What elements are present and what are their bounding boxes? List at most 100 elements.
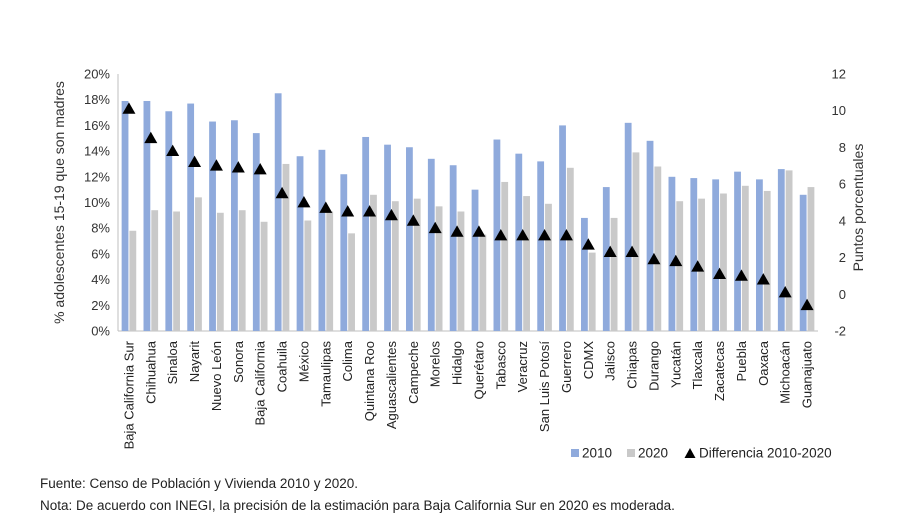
bar-2020 bbox=[610, 217, 618, 331]
bar-2010 bbox=[340, 174, 348, 331]
difference-marker bbox=[297, 196, 311, 208]
category-label: Hidalgo bbox=[450, 341, 465, 385]
category-label: San Luis Potosí bbox=[537, 341, 552, 432]
difference-marker bbox=[516, 229, 530, 241]
legend-label-difference: Differencia 2010-2020 bbox=[699, 446, 832, 461]
difference-marker bbox=[494, 229, 508, 241]
category-label: Durango bbox=[646, 341, 661, 391]
bar-2010 bbox=[777, 169, 785, 331]
left-tick-label: 16% bbox=[84, 118, 110, 133]
legend-label-2020: 2020 bbox=[638, 446, 668, 461]
bar-2010 bbox=[187, 103, 195, 332]
category-label: CDMX bbox=[581, 341, 596, 380]
difference-marker bbox=[122, 102, 136, 114]
bar-2020 bbox=[348, 233, 355, 331]
bar-2010 bbox=[799, 194, 807, 331]
category-label: Quintana Roo bbox=[362, 341, 377, 421]
difference-marker bbox=[800, 298, 814, 311]
bar-2020 bbox=[370, 194, 377, 331]
left-tick-label: 14% bbox=[84, 144, 110, 159]
category-label: Aguascalientes bbox=[384, 341, 399, 430]
difference-marker bbox=[756, 273, 770, 285]
category-label: Veracruz bbox=[515, 341, 530, 392]
category-label: Zacatecas bbox=[712, 341, 727, 401]
category-label: Guerrero bbox=[559, 341, 574, 393]
category-label: Michoacán bbox=[778, 341, 793, 404]
difference-marker bbox=[188, 155, 202, 167]
category-label: Jalisco bbox=[603, 341, 618, 381]
bar-2010 bbox=[493, 139, 501, 331]
bar-2010 bbox=[274, 93, 282, 332]
left-tick-label: 8% bbox=[91, 221, 110, 236]
bar-2010 bbox=[734, 171, 741, 331]
category-label: Querétaro bbox=[471, 341, 486, 400]
category-label: Baja California Sur bbox=[121, 340, 136, 449]
bar-2010 bbox=[252, 133, 260, 331]
left-tick-label: 10% bbox=[84, 195, 110, 210]
bar-2020 bbox=[720, 193, 727, 331]
legend-swatch-2010 bbox=[571, 449, 579, 457]
bar-2020 bbox=[129, 230, 137, 331]
bar-2020 bbox=[413, 198, 421, 331]
category-label: Guanajuato bbox=[800, 341, 815, 408]
legend-marker-difference bbox=[684, 448, 696, 458]
difference-marker bbox=[406, 214, 420, 226]
difference-marker bbox=[231, 161, 245, 173]
difference-marker bbox=[144, 131, 158, 144]
difference-marker bbox=[691, 260, 705, 272]
bar-2020 bbox=[763, 190, 771, 331]
difference-marker bbox=[713, 267, 727, 279]
difference-marker bbox=[209, 159, 223, 171]
bar-2020 bbox=[785, 170, 793, 331]
bar-2020 bbox=[326, 211, 334, 331]
category-label: Chiapas bbox=[625, 341, 640, 389]
category-label: Morelos bbox=[428, 341, 443, 388]
category-label: Nayarit bbox=[187, 341, 202, 383]
right-axis-title: Puntos porcentuales bbox=[850, 144, 866, 272]
difference-marker bbox=[647, 252, 661, 265]
difference-marker bbox=[538, 229, 552, 241]
category-label: Sinaloa bbox=[165, 340, 180, 384]
bar-2010 bbox=[427, 158, 435, 331]
bar-2020 bbox=[195, 197, 202, 331]
bar-2020 bbox=[457, 211, 465, 331]
bar-2010 bbox=[471, 189, 479, 331]
difference-marker bbox=[319, 201, 333, 213]
left-tick-label: 2% bbox=[91, 298, 110, 313]
chart: 0% 2% 4% 6% 8% 10% 12% 14% 16% 18% 20% -2 0 2 4 6 8 10 12%… bbox=[51, 67, 866, 461]
category-label: Tamaulipas bbox=[318, 341, 333, 407]
bar-2020 bbox=[435, 206, 443, 331]
difference-marker bbox=[603, 245, 617, 257]
bar-2010 bbox=[559, 125, 566, 332]
source-note: Fuente: Censo de Población y Vivienda 20… bbox=[40, 476, 358, 491]
bar-2020 bbox=[173, 211, 180, 331]
bar-2010 bbox=[624, 122, 632, 331]
difference-marker bbox=[625, 245, 639, 257]
left-tick-label: 20% bbox=[84, 67, 110, 82]
bar-2010 bbox=[406, 147, 413, 331]
footnotes: Fuente: Censo de Población y Vivienda 20… bbox=[40, 473, 675, 517]
bar-2020 bbox=[588, 252, 596, 331]
legend-swatch-2020 bbox=[627, 449, 635, 457]
bar-2020 bbox=[151, 210, 159, 331]
left-tick-label: 12% bbox=[84, 169, 110, 184]
bar-2020 bbox=[545, 203, 552, 331]
difference-marker bbox=[428, 221, 442, 234]
bar-2020 bbox=[260, 221, 268, 331]
left-tick-label: 18% bbox=[84, 92, 110, 107]
right-tick-label: 4 bbox=[839, 213, 846, 228]
bar-2010 bbox=[690, 178, 698, 331]
category-label: Coahuila bbox=[275, 340, 290, 392]
right-tick-label: 2 bbox=[839, 250, 846, 265]
bar-2020 bbox=[632, 152, 640, 331]
bar-2020 bbox=[654, 166, 662, 331]
category-label: Colima bbox=[340, 340, 355, 381]
bar-2020 bbox=[741, 185, 749, 331]
difference-marker bbox=[166, 144, 180, 156]
right-tick-label: 12 bbox=[832, 67, 846, 82]
difference-marker bbox=[450, 225, 464, 237]
category-label: Sonora bbox=[231, 340, 246, 383]
difference-marker bbox=[253, 162, 267, 175]
right-tick-label: 6 bbox=[839, 177, 846, 192]
category-label: Baja California bbox=[253, 340, 268, 425]
